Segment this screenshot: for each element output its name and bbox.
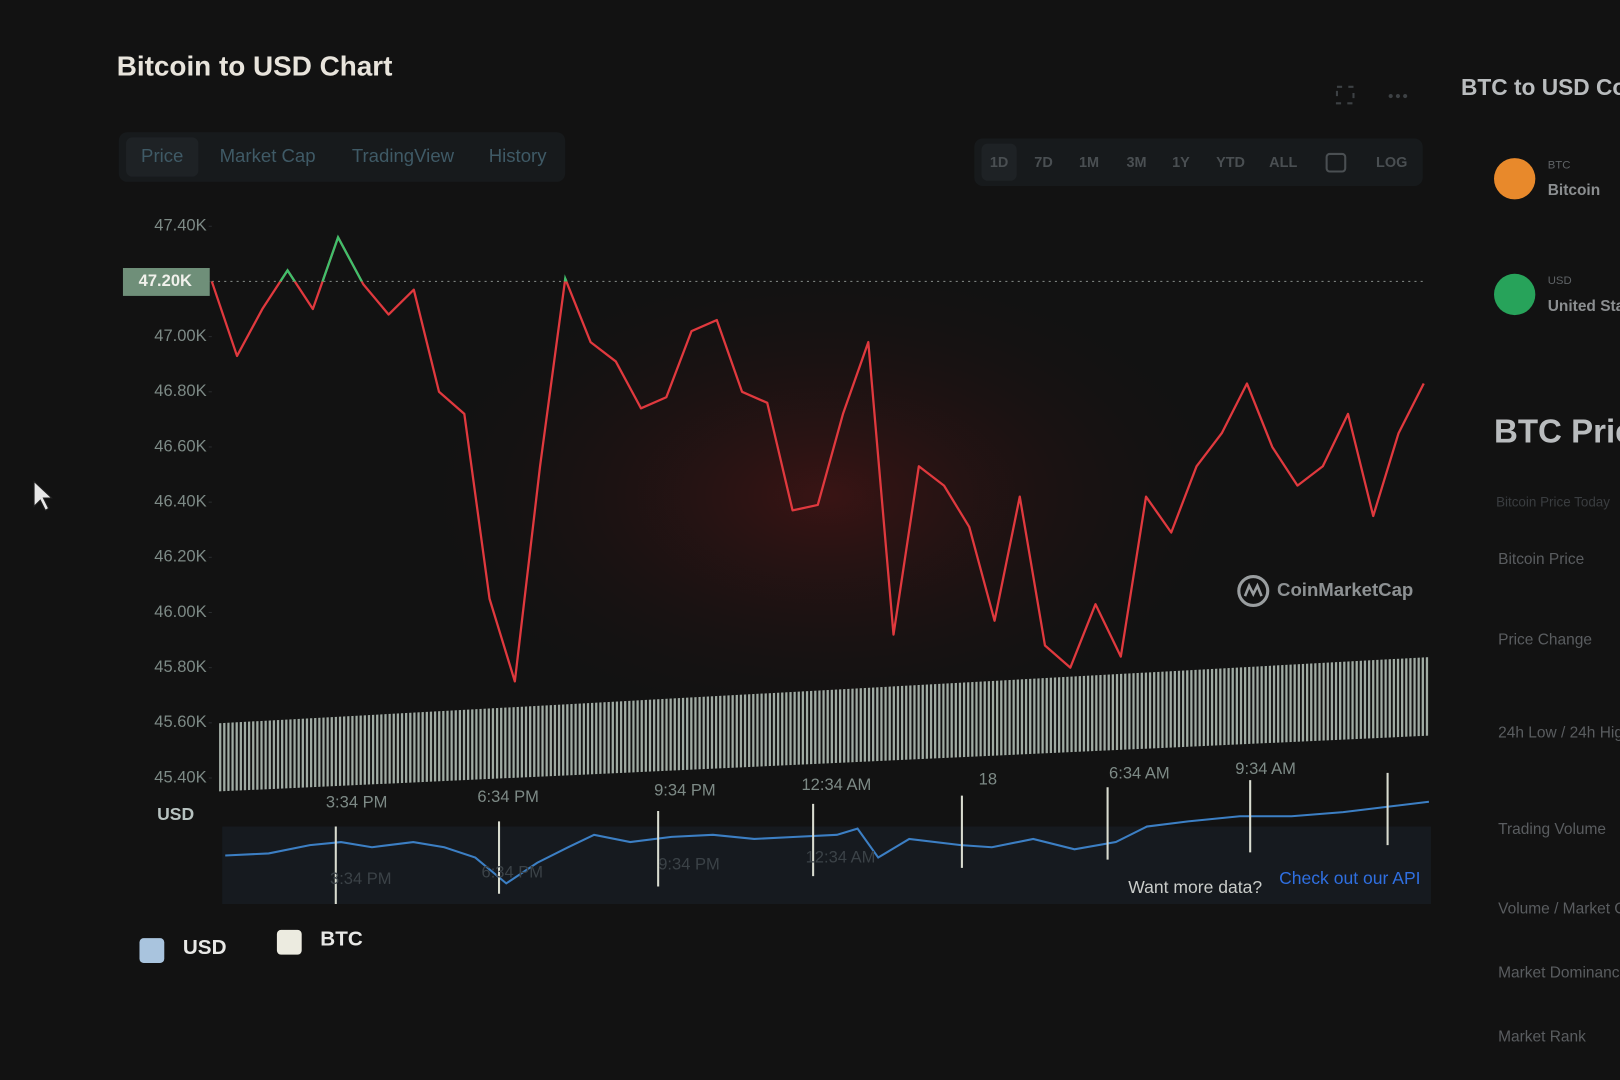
- watermark-text: CoinMarketCap: [1277, 579, 1413, 600]
- active-tab-bg: [126, 137, 199, 177]
- price-subtitle: Bitcoin Price Today: [1496, 495, 1610, 510]
- x-tick-label: 12:34 AM: [801, 775, 871, 794]
- watermark: CoinMarketCap: [1237, 574, 1413, 608]
- range-button[interactable]: ALL: [1269, 155, 1297, 171]
- price-line: [210, 236, 1425, 683]
- stat-label: 24h Low / 24h High: [1498, 725, 1620, 742]
- stat-label: Volume / Market Cap: [1498, 900, 1620, 917]
- navigator-handles[interactable]: [334, 772, 1389, 905]
- y-tick-label: 46.80K: [154, 381, 206, 400]
- toggle-label[interactable]: BTC: [320, 928, 363, 951]
- y-tick-label: 46.40K: [154, 491, 206, 510]
- x-tick-label: 3:34 PM: [326, 793, 388, 812]
- tab[interactable]: TradingView: [352, 145, 455, 166]
- x-tick-label: 9:34 PM: [654, 781, 716, 800]
- x-tick-label: 6:34 PM: [477, 787, 539, 806]
- navigator-label: 9:34 PM: [658, 854, 720, 873]
- toggle-label[interactable]: USD: [183, 936, 227, 959]
- navigator-label: 6:34 PM: [482, 862, 544, 881]
- y-tick-label: 47.00K: [154, 326, 206, 345]
- toggle-checkbox[interactable]: [139, 938, 165, 963]
- tab[interactable]: History: [489, 145, 548, 166]
- price-glow: [392, 247, 1261, 744]
- active-range-bg: [981, 143, 1017, 181]
- y-tick-label: 45.80K: [154, 657, 206, 676]
- stat-label: Market Rank: [1498, 1028, 1586, 1045]
- volume-bars: [219, 657, 1429, 792]
- calendar-icon[interactable]: [1325, 152, 1347, 173]
- asset-name: Bitcoin: [1548, 182, 1600, 199]
- y-tick-label: 45.60K: [154, 712, 206, 731]
- asset-symbol: BTC: [1548, 159, 1571, 171]
- reference-label: 47.20K: [139, 271, 192, 290]
- navigator-label: 3:34 PM: [330, 869, 392, 888]
- y-tick-label: 46.60K: [154, 436, 206, 455]
- page-title: Bitcoin to USD Chart: [117, 51, 393, 82]
- range-button[interactable]: 3M: [1126, 155, 1146, 171]
- range-button[interactable]: LOG: [1376, 155, 1407, 171]
- reference-badge: [122, 268, 210, 296]
- toggle-checkbox[interactable]: [276, 929, 302, 955]
- navigator-line: [225, 800, 1430, 885]
- stat-label: Price Change: [1498, 632, 1592, 649]
- fullscreen-icon[interactable]: [1335, 85, 1355, 105]
- tab[interactable]: Price: [141, 145, 183, 166]
- stat-label: Bitcoin Price: [1498, 551, 1584, 568]
- sidebar-title: BTC to USD Converter: [1461, 74, 1620, 100]
- chart-tools: [1335, 85, 1408, 105]
- x-tick-label: 18: [979, 769, 997, 788]
- navigator: [222, 826, 1431, 905]
- stat-label: Market Dominance: [1498, 964, 1620, 981]
- y-tick-label: 45.40K: [154, 767, 206, 786]
- api-note: Want more data?: [1128, 877, 1262, 897]
- range-button[interactable]: YTD: [1216, 155, 1245, 171]
- range-button[interactable]: 1D: [990, 155, 1008, 171]
- asset-name: United States Dollar: [1548, 298, 1620, 315]
- tab[interactable]: Market Cap: [220, 145, 316, 166]
- asset-symbol: USD: [1548, 275, 1572, 287]
- y-tick-label: 46.00K: [154, 602, 206, 621]
- api-link[interactable]: Check out our API: [1279, 868, 1420, 888]
- mouse-cursor: [33, 480, 53, 512]
- y-unit-label: USD: [157, 804, 194, 824]
- range-button[interactable]: 7D: [1034, 155, 1052, 171]
- more-icon[interactable]: [1388, 94, 1393, 99]
- navigator-label: 12:34 AM: [806, 848, 876, 867]
- tab-bar: [118, 132, 566, 182]
- range-button[interactable]: 1M: [1079, 155, 1099, 171]
- price-title: BTC Price: [1494, 414, 1620, 451]
- y-tick-label: 47.40K: [154, 216, 206, 235]
- stat-label: Trading Volume: [1498, 821, 1606, 838]
- range-button[interactable]: 1Y: [1172, 155, 1190, 171]
- x-tick-label: 9:34 AM: [1235, 759, 1296, 778]
- y-tick-label: 46.20K: [154, 547, 206, 566]
- range-bar: [974, 138, 1423, 186]
- asset-icon: [1494, 273, 1536, 316]
- x-tick-label: 6:34 AM: [1109, 764, 1170, 783]
- asset-icon: [1494, 158, 1536, 200]
